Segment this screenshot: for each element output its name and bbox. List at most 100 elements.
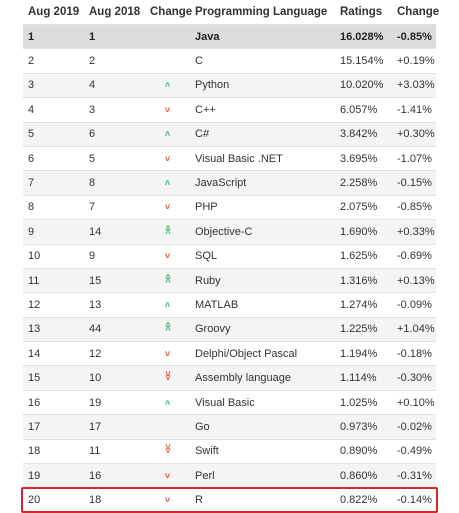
table-header-row: Aug 2019 Aug 2018 Change Programming Lan… bbox=[23, 0, 440, 25]
change-indicator: ˄ ˄ bbox=[145, 316, 190, 342]
change-indicator: ˄ bbox=[145, 72, 190, 98]
change-value: +0.30% bbox=[392, 121, 436, 147]
change-value: +0.19% bbox=[392, 48, 436, 74]
rank-aug-2018: 14 bbox=[84, 219, 145, 245]
table-row[interactable]: 12 13 ˄ MATLAB 1.274% -0.09% bbox=[23, 292, 436, 318]
header-aug-2018[interactable]: Aug 2018 bbox=[89, 6, 141, 18]
change-value: -0.02% bbox=[392, 414, 436, 440]
change-indicator: ˅ ˅ bbox=[145, 438, 190, 464]
table-row[interactable]: 11 15 ˄ ˄ Ruby 1.316% +0.13% bbox=[23, 267, 436, 293]
language-name: Java bbox=[190, 23, 335, 49]
table-row[interactable]: 13 44 ˄ ˄ Groovy 1.225% +1.04% bbox=[23, 316, 436, 342]
change-indicator: ˅ bbox=[145, 487, 190, 513]
rank-aug-2018: 17 bbox=[84, 414, 145, 440]
table-row[interactable]: 8 7 ˅ PHP 2.075% -0.85% bbox=[23, 194, 436, 220]
rating-value: 1.274% bbox=[335, 292, 392, 318]
rating-value: 1.225% bbox=[335, 316, 392, 342]
language-name: JavaScript bbox=[190, 170, 335, 196]
change-value: -0.30% bbox=[392, 365, 436, 391]
language-name: Python bbox=[190, 72, 335, 98]
table-row[interactable]: 7 8 ˄ JavaScript 2.258% -0.15% bbox=[23, 170, 436, 196]
table-row[interactable]: 16 19 ˄ Visual Basic 1.025% +0.10% bbox=[23, 389, 436, 415]
rating-value: 3.695% bbox=[335, 145, 392, 171]
header-programming-language[interactable]: Programming Language bbox=[195, 6, 328, 18]
table-row[interactable]: 1 1 Java 16.028% -0.85% bbox=[23, 23, 436, 49]
rank-aug-2019: 1 bbox=[23, 23, 84, 49]
rating-value: 0.973% bbox=[335, 414, 392, 440]
language-name: C++ bbox=[190, 97, 335, 123]
change-value: -1.07% bbox=[392, 145, 436, 171]
arrow-up-icon: ˄ bbox=[164, 80, 171, 91]
arrow-down-icon: ˅ bbox=[164, 202, 171, 213]
table-row[interactable]: 3 4 ˄ Python 10.020% +3.03% bbox=[23, 72, 436, 98]
change-indicator: ˄ bbox=[145, 292, 190, 318]
change-indicator: ˄ bbox=[145, 170, 190, 196]
arrow-up-icon: ˄ bbox=[164, 397, 171, 408]
rating-value: 15.154% bbox=[335, 48, 392, 74]
rank-aug-2018: 9 bbox=[84, 243, 145, 269]
rating-value: 2.258% bbox=[335, 170, 392, 196]
table-row[interactable]: 15 10 ˅ ˅ Assembly language 1.114% -0.30% bbox=[23, 365, 436, 391]
table-row[interactable]: 14 12 ˅ Delphi/Object Pascal 1.194% -0.18% bbox=[23, 341, 436, 366]
change-indicator: ˅ ˅ bbox=[145, 365, 190, 391]
header-change-percent[interactable]: Change bbox=[397, 6, 440, 18]
change-value: -0.14% bbox=[392, 487, 436, 513]
change-indicator: ˅ bbox=[145, 194, 190, 220]
table-row[interactable]: 19 16 ˅ Perl 0.860% -0.31% bbox=[23, 463, 436, 488]
table-row[interactable]: 10 9 ˅ SQL 1.625% -0.69% bbox=[23, 243, 436, 269]
table-row[interactable]: 18 11 ˅ ˅ Swift 0.890% -0.49% bbox=[23, 438, 436, 464]
change-indicator: ˄ bbox=[145, 389, 190, 415]
language-name: Swift bbox=[190, 438, 335, 464]
change-indicator: ˄ ˄ bbox=[145, 267, 190, 293]
rank-aug-2018: 15 bbox=[84, 267, 145, 293]
table-row[interactable]: 6 5 ˅ Visual Basic .NET 3.695% -1.07% bbox=[23, 145, 436, 171]
language-name: Groovy bbox=[190, 316, 335, 342]
arrow-down-icon: ˅ bbox=[164, 495, 171, 506]
table-row[interactable]: 2 2 C 15.154% +0.19% bbox=[23, 48, 436, 74]
rank-aug-2018: 11 bbox=[84, 438, 145, 464]
table-row[interactable]: 5 6 ˄ C# 3.842% +0.30% bbox=[23, 121, 436, 147]
header-ratings[interactable]: Ratings bbox=[340, 6, 383, 18]
arrow-down-icon: ˅ bbox=[164, 153, 171, 164]
rank-aug-2019: 12 bbox=[23, 292, 84, 318]
table-row[interactable]: 17 17 Go 0.973% -0.02% bbox=[23, 414, 436, 440]
rating-value: 0.860% bbox=[335, 463, 392, 488]
language-name: Go bbox=[190, 414, 335, 440]
header-aug-2019[interactable]: Aug 2019 bbox=[28, 6, 80, 18]
table-row[interactable]: 9 14 ˄ ˄ Objective-C 1.690% +0.33% bbox=[23, 219, 436, 245]
double-arrow-up-icon: ˄ ˄ bbox=[165, 320, 170, 335]
arrow-down-icon: ˅ bbox=[164, 251, 171, 262]
arrow-down-icon: ˅ bbox=[164, 348, 171, 359]
rank-aug-2019: 17 bbox=[23, 414, 84, 440]
language-name: MATLAB bbox=[190, 292, 335, 318]
rank-aug-2018: 10 bbox=[84, 365, 145, 391]
rating-value: 1.025% bbox=[335, 389, 392, 415]
rating-value: 0.890% bbox=[335, 438, 392, 464]
language-name: Visual Basic bbox=[190, 389, 335, 415]
change-value: -0.49% bbox=[392, 438, 436, 464]
change-indicator bbox=[145, 23, 190, 49]
rank-aug-2019: 14 bbox=[23, 341, 84, 366]
rating-value: 16.028% bbox=[335, 23, 392, 49]
rating-value: 0.822% bbox=[335, 487, 392, 513]
change-value: +1.04% bbox=[392, 316, 436, 342]
rank-aug-2018: 16 bbox=[84, 463, 145, 488]
rank-aug-2018: 12 bbox=[84, 341, 145, 366]
change-indicator: ˅ bbox=[145, 97, 190, 123]
language-name: C bbox=[190, 48, 335, 74]
rank-aug-2019: 20 bbox=[23, 487, 84, 513]
table-row[interactable]: 20 18 ˅ R 0.822% -0.14% bbox=[23, 487, 436, 513]
header-change-arrow[interactable]: Change bbox=[150, 6, 193, 18]
language-name: SQL bbox=[190, 243, 335, 269]
table-row[interactable]: 4 3 ˅ C++ 6.057% -1.41% bbox=[23, 97, 436, 123]
rank-aug-2019: 11 bbox=[23, 267, 84, 293]
change-value: -0.85% bbox=[392, 194, 436, 220]
rank-aug-2019: 6 bbox=[23, 145, 84, 171]
double-arrow-down-icon: ˅ ˅ bbox=[165, 369, 170, 384]
arrow-up-icon: ˄ bbox=[164, 178, 171, 189]
rank-aug-2018: 44 bbox=[84, 316, 145, 342]
rating-value: 3.842% bbox=[335, 121, 392, 147]
rank-aug-2018: 6 bbox=[84, 121, 145, 147]
arrow-down-icon: ˅ bbox=[164, 470, 171, 481]
